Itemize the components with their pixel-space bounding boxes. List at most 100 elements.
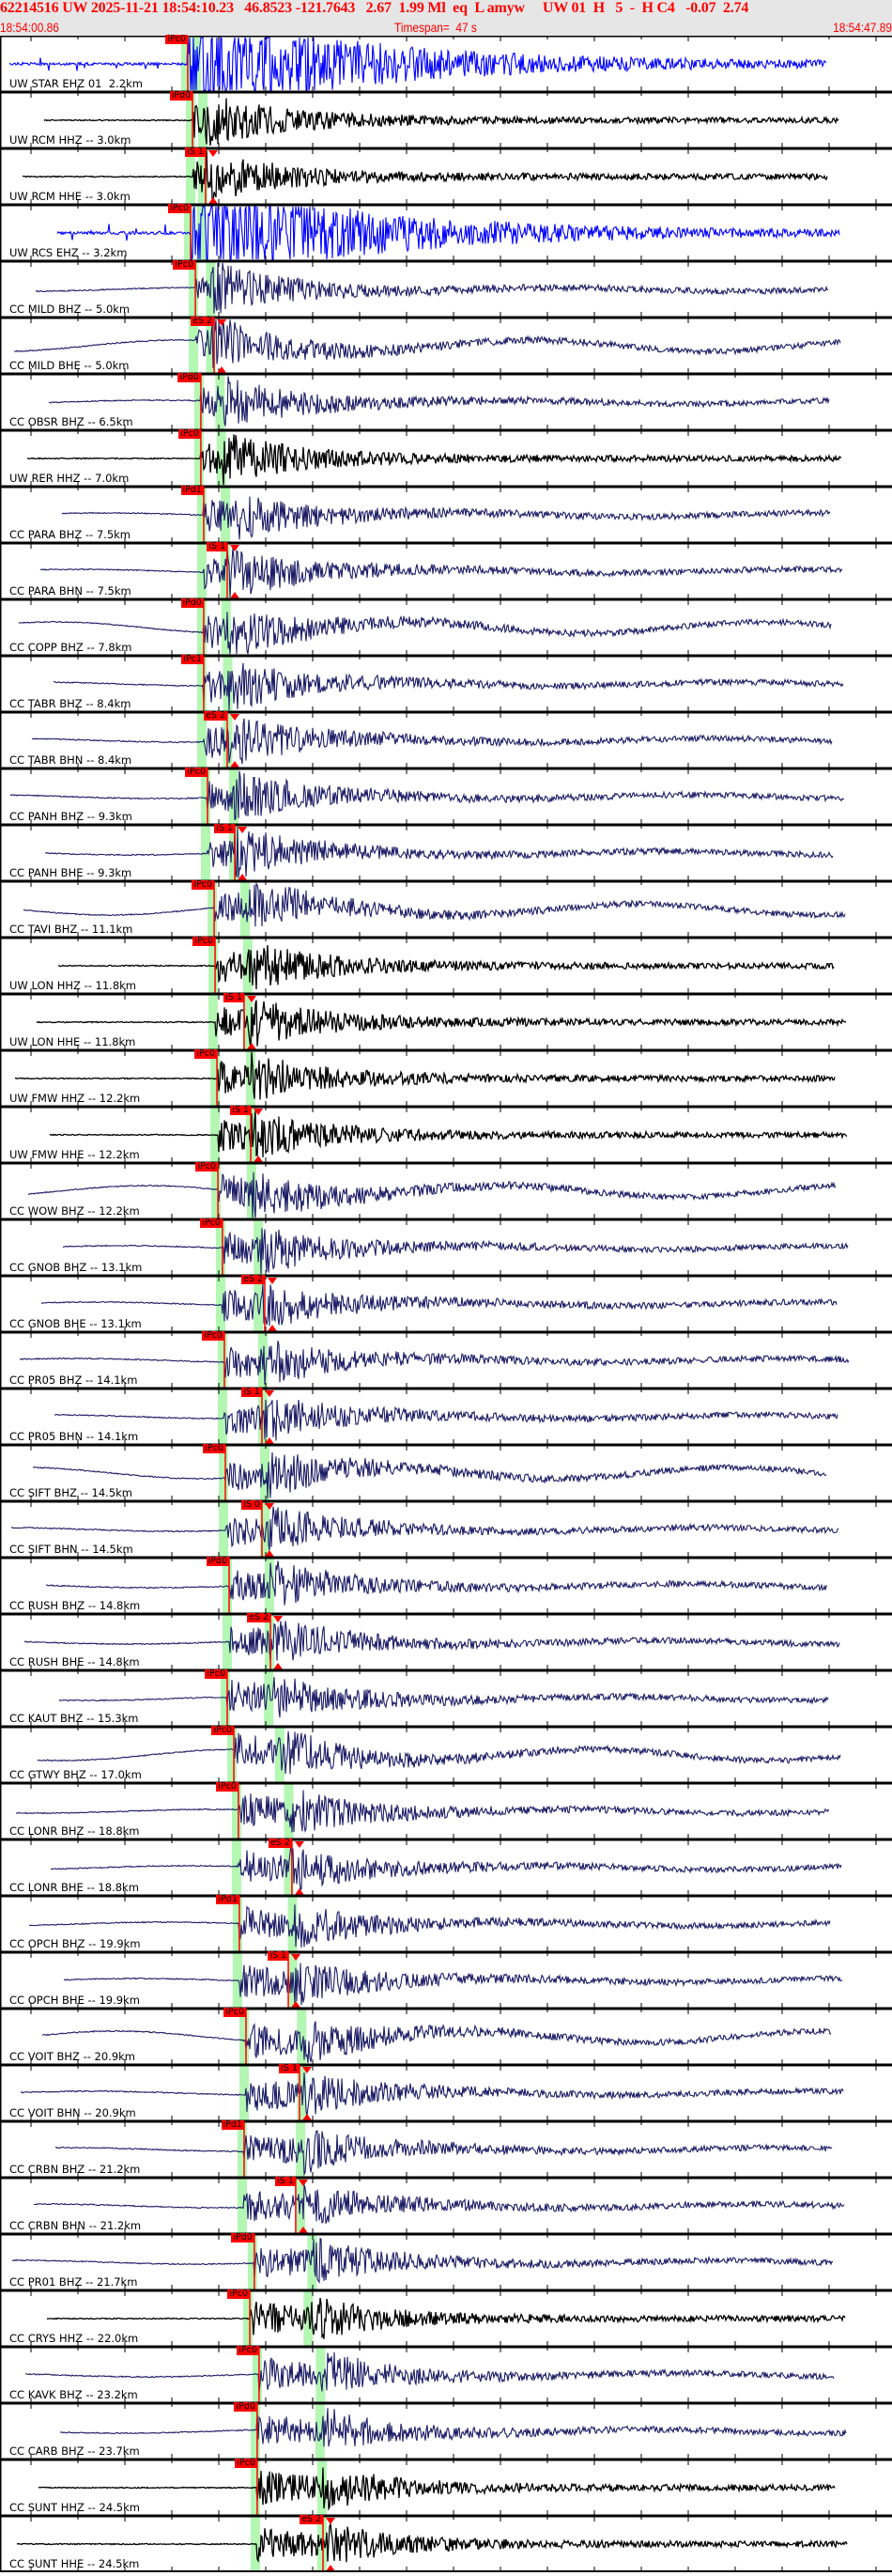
pick-marker-triangle-up (291, 2001, 301, 2008)
left-border (0, 1163, 2, 1219)
pick-label[interactable]: iPd1 (216, 1894, 239, 1904)
pick-label[interactable]: iPd0 (234, 2401, 257, 2412)
pick-label[interactable]: eS 2 (247, 1612, 271, 1622)
pick-label[interactable]: iS 1 (214, 823, 236, 833)
pick-marker-triangle-down (264, 1390, 274, 1397)
pick-label[interactable]: iPc0 (223, 2007, 246, 2017)
pick-label[interactable]: iPd1 (180, 485, 204, 495)
pick-label[interactable]: iPc0 (195, 1161, 219, 1172)
p-window (217, 1389, 227, 1445)
left-border (0, 1558, 2, 1614)
trace-divider (0, 2119, 892, 2123)
pick-marker-triangle-up (301, 2114, 312, 2120)
pick-label[interactable]: iPd0 (169, 90, 193, 101)
pick-label[interactable]: iPc0 (194, 1048, 218, 1059)
channel-label: UW LON HHZ -- 11.8km (9, 979, 137, 992)
left-border (0, 1839, 2, 1896)
left-border (0, 1050, 2, 1107)
waveform-trace (35, 262, 829, 314)
pick-label[interactable]: eS 2 (300, 2514, 324, 2524)
waveform-trace (50, 1844, 842, 1890)
left-border (0, 1727, 2, 1783)
pick-label[interactable]: iPc0 (178, 428, 201, 439)
pick-label[interactable]: iPc0 (203, 1443, 225, 1453)
pick-label[interactable]: iPc0 (202, 1330, 224, 1341)
left-border (0, 1783, 2, 1839)
pick-label[interactable]: iS 1 (207, 541, 227, 551)
pick-label[interactable]: iPc0 (192, 879, 215, 890)
pick-label[interactable]: iS 1 (185, 147, 206, 157)
pick-label[interactable]: iPd1 (221, 2119, 244, 2130)
p-window (238, 2009, 249, 2065)
pick-label[interactable]: iPd0 (231, 2232, 254, 2242)
left-border (0, 2290, 2, 2347)
channel-label: CC OPCH BHE -- 19.9km (9, 1994, 140, 2007)
p-window (231, 1839, 241, 1896)
channel-label: CC OBSR BHZ -- 6.5km (9, 415, 133, 428)
pick-label[interactable]: iPc0 (192, 936, 216, 946)
trace-divider (0, 147, 892, 150)
pick-label[interactable]: iS 1 (223, 992, 244, 1002)
pick-marker-triangle-up (298, 2227, 308, 2233)
trace-divider (0, 2176, 892, 2180)
channel-label: UW RCS EHZ -- 3.2km (9, 246, 128, 259)
trace-divider (0, 1668, 892, 1672)
pick-label[interactable]: iS 1 (230, 1105, 252, 1115)
waveform-trace (43, 98, 839, 147)
p-window (237, 2121, 247, 2178)
channel-label: CC PARA BHN -- 7.5km (9, 584, 131, 597)
pick-marker-triangle-down (294, 1841, 304, 1848)
trace-divider (0, 992, 892, 996)
pick-label[interactable]: iPc0 (216, 1781, 238, 1792)
pick-label[interactable]: eS 2 (191, 316, 215, 326)
timespan: Timespan= 47 s (394, 20, 477, 35)
channel-label: CC VOIT BHZ -- 20.9km (9, 2050, 135, 2063)
pick-marker-triangle-down (264, 1503, 274, 1510)
pick-marker-triangle-up (326, 2565, 336, 2571)
pick-label[interactable]: iS 1 (279, 2063, 300, 2073)
pick-label[interactable]: iPc0 (211, 1725, 235, 1735)
pick-label[interactable]: iS 1 (275, 2176, 296, 2186)
pick-marker-triangle-up (254, 1156, 264, 1162)
pick-marker-triangle-up (273, 1663, 284, 1669)
waveform-trace (41, 2021, 832, 2064)
pick-label[interactable]: iPc0 (205, 1668, 227, 1679)
pick-label[interactable]: iPd0 (180, 597, 204, 608)
left-border (0, 712, 2, 768)
pick-label[interactable]: iPc0 (168, 203, 192, 213)
pick-label[interactable]: eS 2 (241, 1274, 265, 1284)
left-border (0, 487, 2, 543)
left-border (0, 2403, 2, 2460)
pick-marker-triangle-up (217, 366, 227, 373)
pick-label[interactable]: iS 1 (268, 1950, 289, 1961)
pick-label[interactable]: iPc0 (237, 2345, 259, 2355)
waveform-trace (31, 718, 833, 765)
trace-divider (0, 259, 892, 263)
pick-label[interactable]: iPd0 (206, 1556, 230, 1566)
p-window (196, 656, 207, 712)
pick-label[interactable]: iS 1 (241, 1387, 262, 1397)
pick-label[interactable]: eS 2 (268, 1838, 292, 1848)
pick-marker-triangle-down (301, 2067, 312, 2073)
seismogram-panel: UW STAR EHZ 01 2.2km UW RCM HHZ -- 3.0km U… (0, 34, 892, 2572)
pick-marker-triangle-up (294, 1888, 304, 1895)
pick-label[interactable]: iPd0 (177, 372, 201, 382)
pick-label[interactable]: iPc1 (181, 654, 204, 664)
waveform-trace (32, 1451, 827, 1499)
waveform-trace (61, 496, 831, 540)
p-window (189, 318, 199, 374)
pick-label[interactable]: iPc0 (227, 2289, 251, 2299)
s-window (260, 1501, 270, 1558)
pick-label[interactable]: iPc0 (200, 1218, 223, 1228)
pick-label[interactable]: iPc0 (165, 34, 188, 44)
pick-label[interactable]: iPc0 (185, 767, 208, 777)
pick-label[interactable]: eS 2 (204, 710, 227, 721)
left-border (0, 1332, 2, 1389)
trace-divider (0, 372, 892, 376)
pick-label[interactable]: iPc0 (235, 2458, 257, 2468)
pick-label[interactable]: iPc0 (173, 259, 196, 270)
trace-divider (0, 2063, 892, 2067)
pick-label[interactable]: iS 0 (241, 1499, 262, 1510)
channel-label: CC LONR BHZ -- 18.8km (9, 1824, 140, 1838)
start-time: 18:54:00.86 (0, 20, 59, 35)
